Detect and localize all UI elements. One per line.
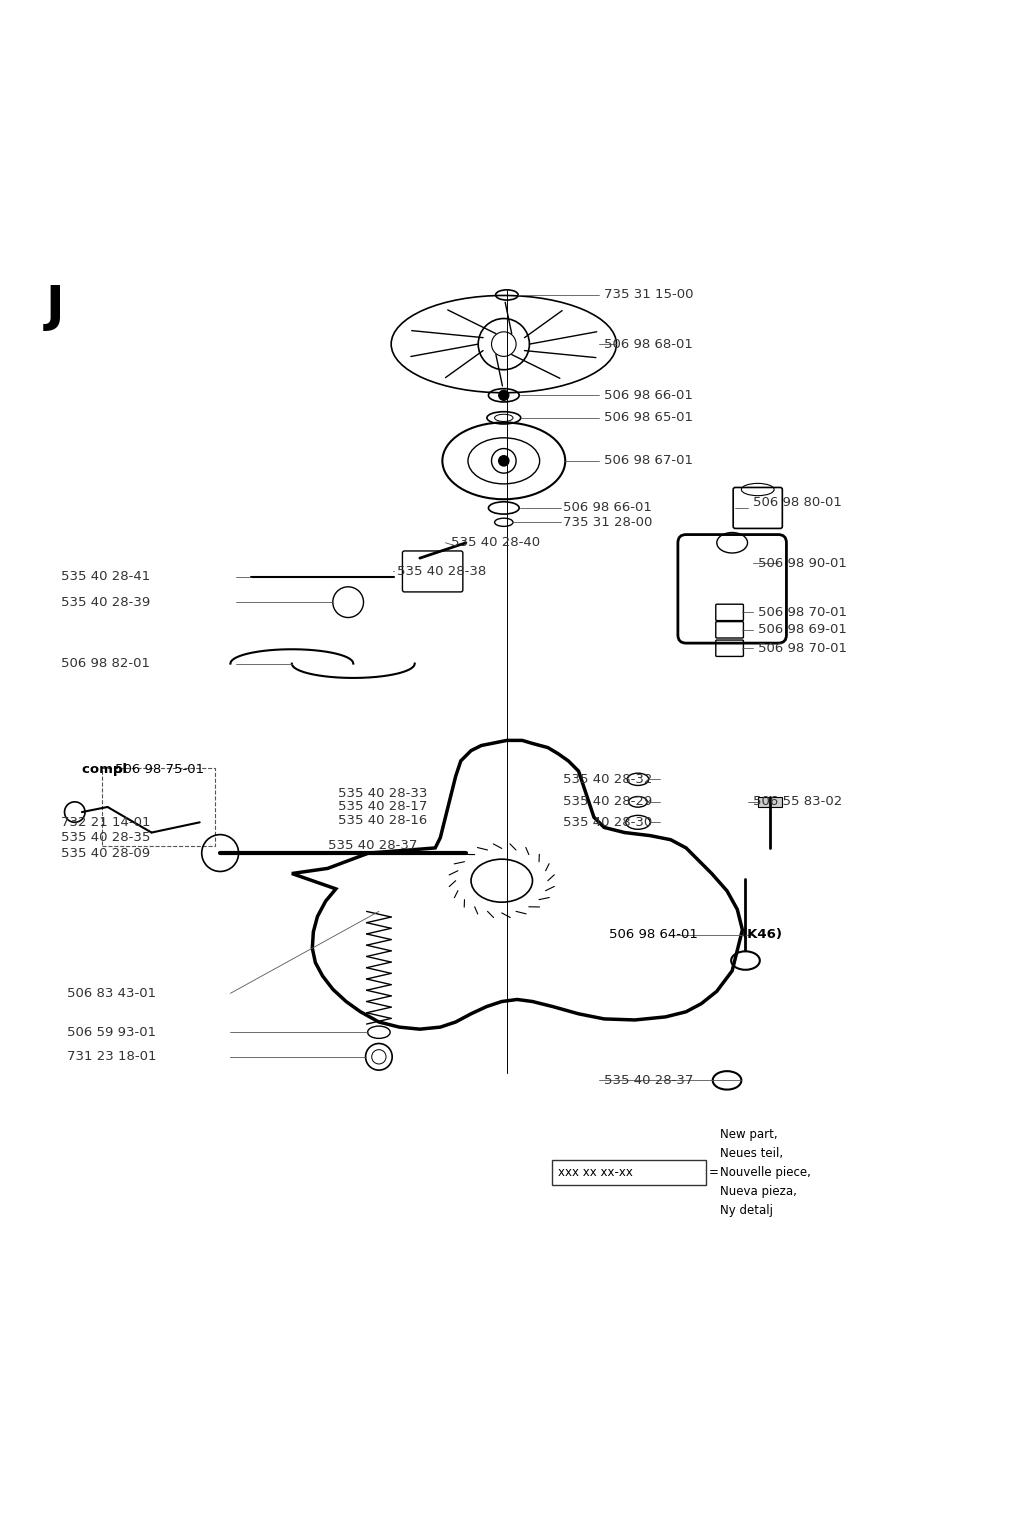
Bar xyxy=(102,768,215,846)
Text: 535 40 28-33: 535 40 28-33 xyxy=(338,787,427,800)
Text: 535 40 28-16: 535 40 28-16 xyxy=(338,813,427,827)
Text: 535 40 28-09: 535 40 28-09 xyxy=(61,847,151,859)
Text: New part,
Neues teil,
Nouvelle piece,
Nueva pieza,
Ny detalj: New part, Neues teil, Nouvelle piece, Nu… xyxy=(720,1128,811,1216)
Text: 535 40 28-40: 535 40 28-40 xyxy=(451,536,540,550)
Text: =: = xyxy=(709,1166,719,1180)
Text: 535 40 28-41: 535 40 28-41 xyxy=(61,570,151,584)
Circle shape xyxy=(499,455,509,466)
Text: 731 23 18-01: 731 23 18-01 xyxy=(67,1051,156,1063)
Text: 506 55 83-02: 506 55 83-02 xyxy=(753,795,842,809)
Text: 535 40 28-17: 535 40 28-17 xyxy=(338,800,427,813)
Text: 732 21 14-01: 732 21 14-01 xyxy=(61,817,151,829)
Text: 506 83 43-01: 506 83 43-01 xyxy=(67,987,156,1000)
Text: 506 98 80-01: 506 98 80-01 xyxy=(753,496,842,509)
Text: 535 40 28-38: 535 40 28-38 xyxy=(397,565,486,578)
Text: 506 98 65-01: 506 98 65-01 xyxy=(604,411,693,424)
Text: 506 98 66-01: 506 98 66-01 xyxy=(604,389,693,401)
Text: 506 98 67-01: 506 98 67-01 xyxy=(604,455,693,467)
Text: 535 40 28-32: 535 40 28-32 xyxy=(563,772,652,786)
Text: 506 98 70-01: 506 98 70-01 xyxy=(758,605,847,619)
Text: 506 98 66-01: 506 98 66-01 xyxy=(563,501,652,515)
Text: 506 98 75-01: 506 98 75-01 xyxy=(115,763,204,775)
Text: (K46): (K46) xyxy=(741,928,782,942)
Text: 535 40 28-37: 535 40 28-37 xyxy=(604,1074,693,1086)
Text: 506 98 82-01: 506 98 82-01 xyxy=(61,657,151,669)
Text: 535 40 28-30: 535 40 28-30 xyxy=(563,817,652,829)
Text: 535 40 28-29: 535 40 28-29 xyxy=(563,795,652,809)
Text: 506 98 69-01: 506 98 69-01 xyxy=(758,624,847,636)
Bar xyxy=(758,797,782,807)
Text: 506 98 64-01: 506 98 64-01 xyxy=(609,928,702,942)
Text: 506 59 93-01: 506 59 93-01 xyxy=(67,1026,156,1039)
Text: J: J xyxy=(46,283,65,331)
Text: 735 31 28-00: 735 31 28-00 xyxy=(563,516,652,529)
Text: 506 98 90-01: 506 98 90-01 xyxy=(758,556,847,570)
Text: 535 40 28-37: 535 40 28-37 xyxy=(328,840,417,852)
Circle shape xyxy=(499,391,509,400)
Text: compl: compl xyxy=(82,763,131,775)
Text: 506 98 70-01: 506 98 70-01 xyxy=(758,642,847,654)
Text: 535 40 28-39: 535 40 28-39 xyxy=(61,596,151,608)
Text: xxx xx xx-xx: xxx xx xx-xx xyxy=(558,1166,633,1180)
Text: 735 31 15-00: 735 31 15-00 xyxy=(604,288,693,302)
Text: 506 98 68-01: 506 98 68-01 xyxy=(604,337,693,351)
Text: 535 40 28-35: 535 40 28-35 xyxy=(61,832,151,844)
